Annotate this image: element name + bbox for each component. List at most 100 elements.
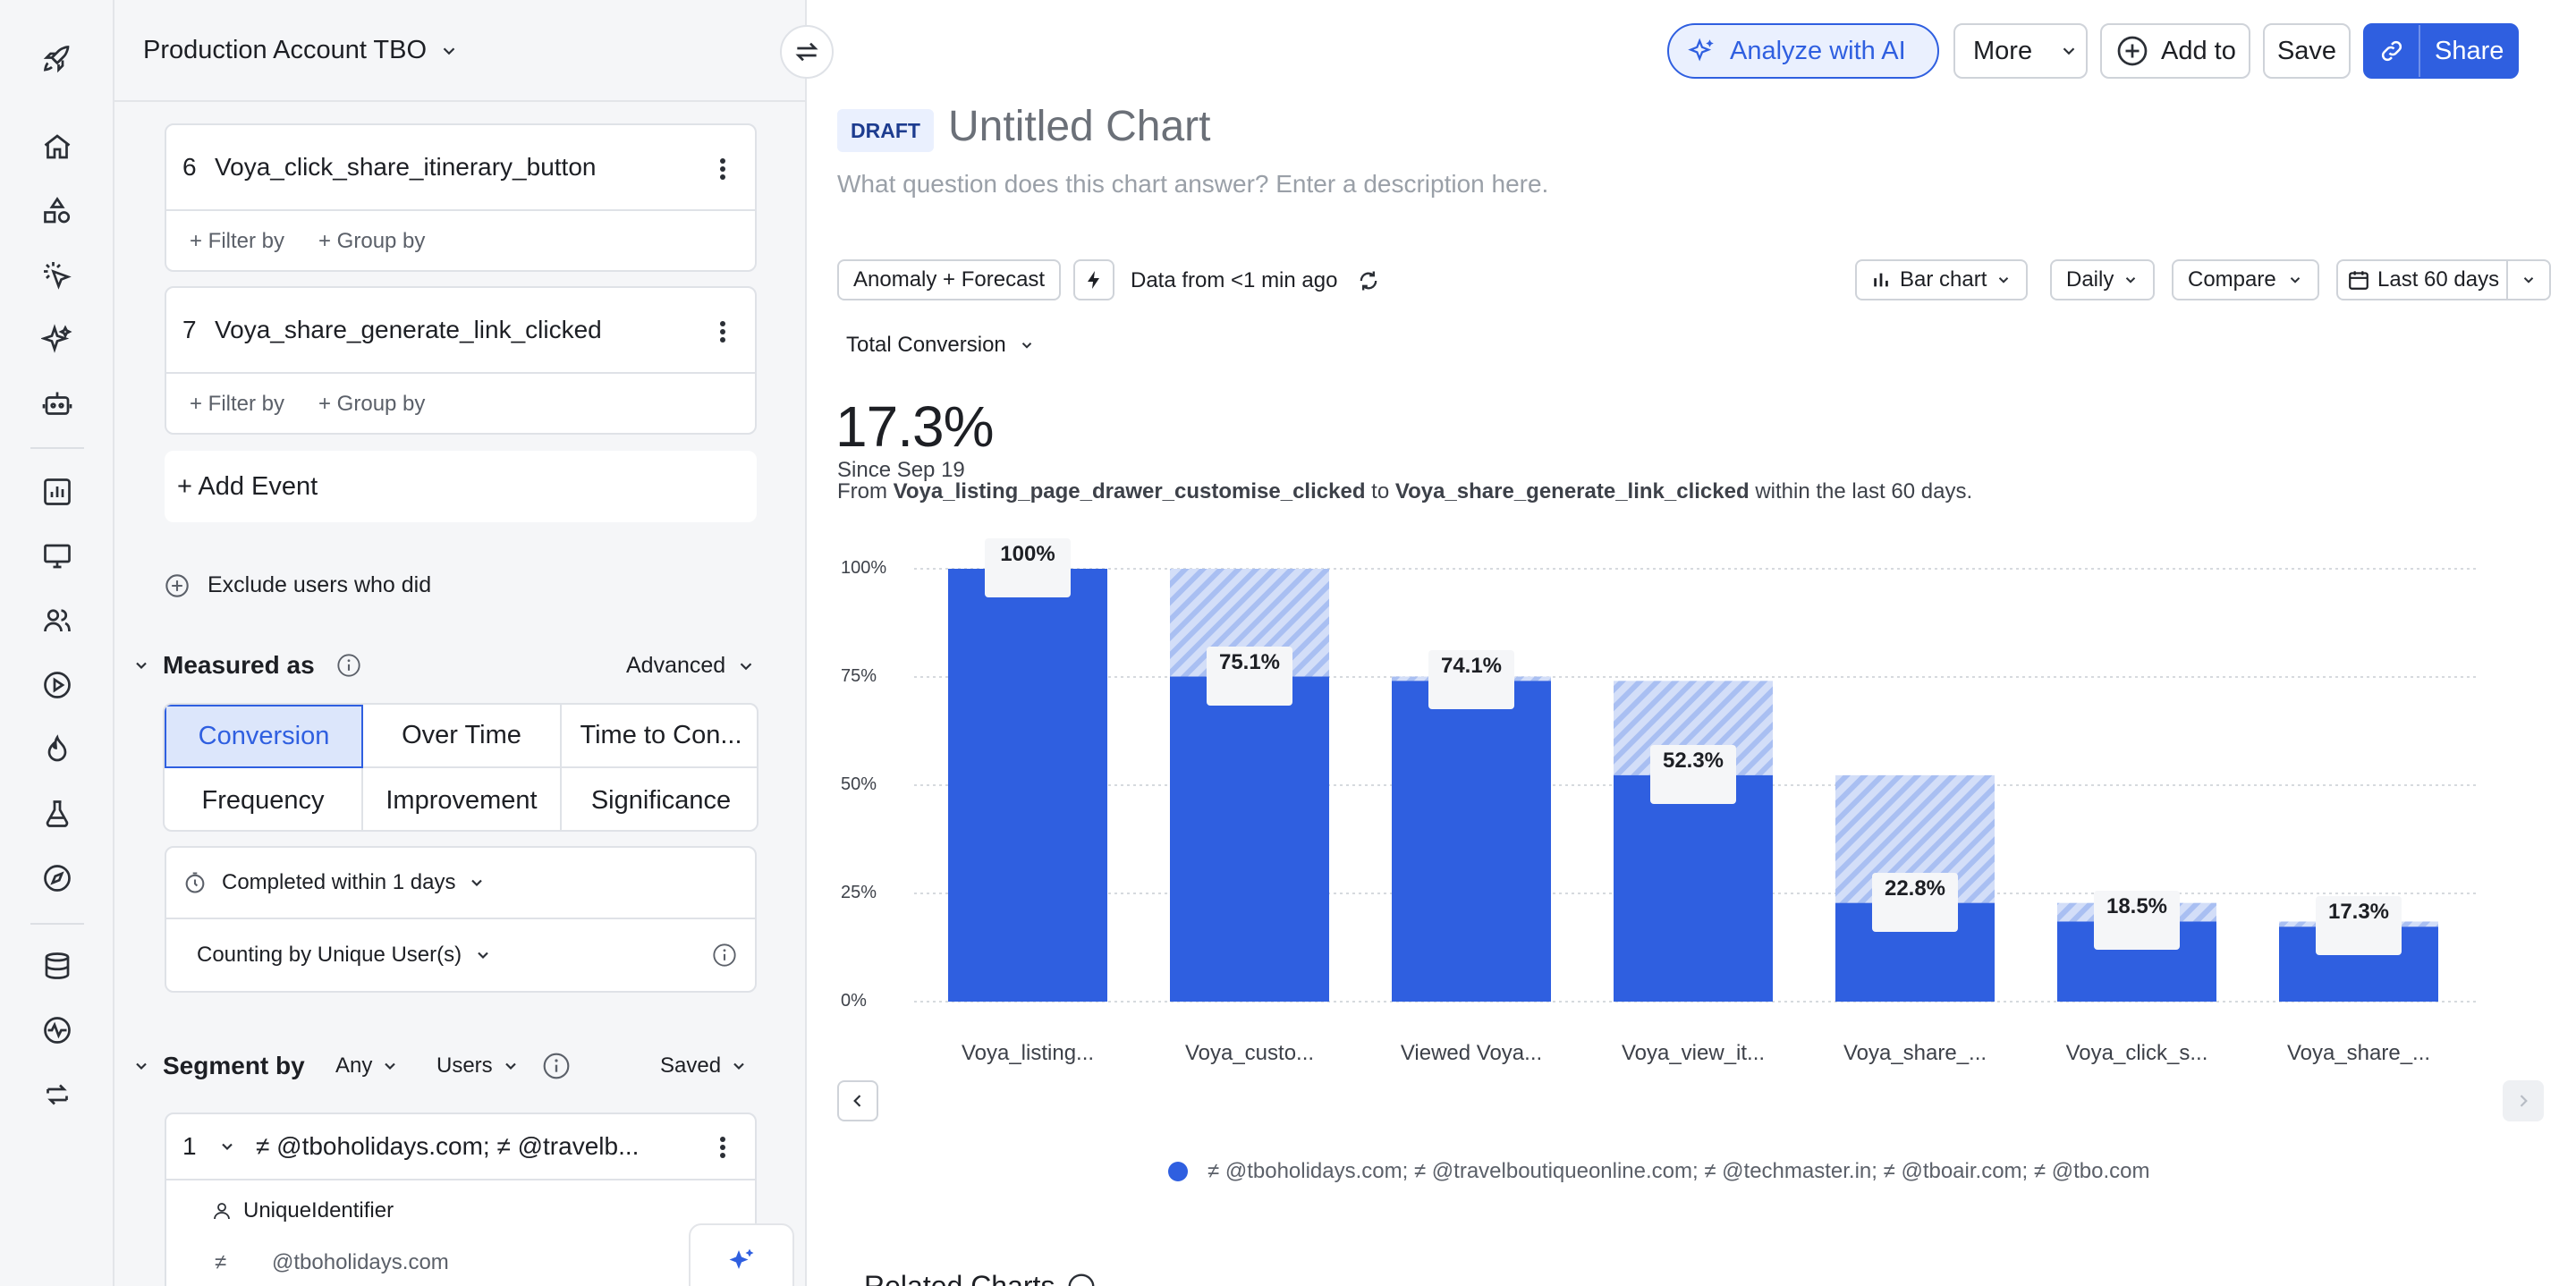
metric-value: 17.3% bbox=[835, 394, 994, 459]
event-row[interactable]: 7 Voya_share_generate_link_clicked bbox=[166, 288, 755, 374]
anomaly-forecast-button[interactable]: Anomaly + Forecast bbox=[837, 259, 1062, 300]
advanced-dropdown[interactable]: Advanced bbox=[626, 653, 756, 679]
play-circle-icon[interactable] bbox=[39, 667, 75, 703]
flame-icon[interactable] bbox=[39, 732, 75, 767]
conversion-bar[interactable] bbox=[948, 569, 1107, 1002]
info-icon[interactable] bbox=[336, 653, 361, 678]
exclude-users-button[interactable]: Exclude users who did bbox=[165, 572, 431, 598]
measure-option-improvement[interactable]: Improvement bbox=[363, 768, 562, 830]
segment-saved-dropdown[interactable]: Saved bbox=[660, 1053, 748, 1079]
segment-section-header[interactable]: Segment by bbox=[132, 1052, 305, 1080]
lightning-button[interactable] bbox=[1073, 259, 1114, 300]
date-range-dropdown[interactable]: Last 60 days bbox=[2336, 259, 2551, 300]
segment-title: Segment by bbox=[163, 1052, 305, 1079]
chevron-down-icon[interactable] bbox=[218, 1138, 236, 1155]
chart-next-button[interactable] bbox=[2503, 1080, 2544, 1121]
measure-option-time-to-convert[interactable]: Time to Con... bbox=[562, 705, 757, 768]
segment-any-dropdown[interactable]: Any bbox=[335, 1053, 399, 1079]
dropoff-bar[interactable] bbox=[1614, 681, 1773, 775]
event-row[interactable]: 6 Voya_click_share_itinerary_button bbox=[166, 125, 755, 211]
measure-option-over-time[interactable]: Over Time bbox=[363, 705, 562, 768]
robot-icon[interactable] bbox=[39, 386, 75, 422]
filter-by-link[interactable]: + Filter by bbox=[190, 229, 285, 253]
counting-by-dropdown[interactable]: Counting by Unique User(s) bbox=[166, 919, 755, 991]
chart-area: Analyze with AI More Add to Save Share D… bbox=[807, 0, 2576, 1286]
home-icon[interactable] bbox=[39, 129, 75, 165]
workspace-selector[interactable]: Production Account TBO bbox=[143, 36, 459, 65]
conversion-bar[interactable] bbox=[1835, 902, 1995, 1002]
more-dropdown[interactable]: More bbox=[1953, 23, 2088, 79]
conversion-bar[interactable] bbox=[2057, 921, 2216, 1002]
measure-option-conversion[interactable]: Conversion bbox=[165, 705, 363, 768]
date-range-label: Last 60 days bbox=[2377, 267, 2500, 292]
dropoff-bar[interactable] bbox=[1835, 774, 1995, 903]
data-freshness: Data from <1 min ago bbox=[1131, 268, 1338, 292]
kebab-menu-icon[interactable] bbox=[719, 157, 726, 181]
flask-icon[interactable] bbox=[39, 796, 75, 832]
conversion-bar[interactable] bbox=[1614, 774, 1773, 1002]
segment-operator: ≠ bbox=[215, 1250, 227, 1274]
interval-dropdown[interactable]: Daily bbox=[2050, 259, 2156, 300]
dropoff-bar[interactable] bbox=[1392, 676, 1551, 681]
rocket-icon[interactable] bbox=[39, 41, 75, 77]
dropoff-bar[interactable] bbox=[2279, 921, 2438, 927]
chevron-down-icon bbox=[385, 1062, 396, 1070]
dropoff-bar[interactable] bbox=[1170, 569, 1329, 677]
segment-property[interactable]: UniqueIdentifier bbox=[211, 1198, 394, 1223]
chevron-down-icon bbox=[471, 879, 483, 887]
analyze-ai-button[interactable]: Analyze with AI bbox=[1667, 23, 1939, 79]
refresh-icon[interactable] bbox=[1356, 268, 1381, 293]
help-icon[interactable] bbox=[1067, 1273, 1096, 1286]
info-icon[interactable] bbox=[542, 1052, 571, 1080]
chart-type-dropdown[interactable]: Bar chart bbox=[1855, 259, 2029, 300]
filter-by-link[interactable]: + Filter by bbox=[190, 392, 285, 416]
info-icon[interactable] bbox=[712, 943, 737, 968]
group-by-link[interactable]: + Group by bbox=[318, 229, 426, 253]
swap-panel-button[interactable] bbox=[780, 25, 834, 79]
measure-option-significance[interactable]: Significance bbox=[590, 786, 732, 815]
compass-icon[interactable] bbox=[39, 860, 75, 896]
segment-index: 1 bbox=[182, 1132, 197, 1160]
sparkles-icon[interactable] bbox=[39, 322, 75, 358]
conversion-bar[interactable] bbox=[2279, 926, 2438, 1002]
conversion-bar[interactable] bbox=[1170, 676, 1329, 1002]
conversion-bar[interactable] bbox=[1392, 681, 1551, 1002]
swap-arrows-icon bbox=[795, 42, 818, 62]
save-button[interactable]: Save bbox=[2263, 23, 2351, 79]
metric-since: Since Sep 19 bbox=[837, 458, 965, 482]
segment-label: ≠ @tboholidays.com; ≠ @travelb... bbox=[256, 1132, 640, 1160]
metric-selector[interactable]: Total Conversion bbox=[846, 333, 1035, 358]
kebab-menu-icon[interactable] bbox=[719, 320, 726, 343]
compare-label: Compare bbox=[2188, 267, 2276, 292]
chart-title[interactable]: Untitled Chart bbox=[948, 103, 1211, 150]
add-event-button[interactable]: + Add Event bbox=[165, 451, 757, 522]
segment-users-label: Users bbox=[436, 1053, 493, 1078]
measure-option-frequency[interactable]: Frequency bbox=[165, 768, 363, 830]
chevron-down-icon[interactable] bbox=[2521, 272, 2537, 288]
chart-legend[interactable]: ≠ @tboholidays.com; ≠ @travelboutiqueonl… bbox=[1168, 1159, 2149, 1184]
bar-chart-icon[interactable] bbox=[39, 474, 75, 510]
segment-users-dropdown[interactable]: Users bbox=[436, 1053, 520, 1079]
segment-value[interactable]: @tboholidays.com bbox=[272, 1250, 449, 1274]
cursor-click-icon[interactable] bbox=[39, 258, 75, 293]
share-button[interactable]: Share bbox=[2363, 23, 2519, 79]
shapes-icon[interactable] bbox=[39, 193, 75, 229]
pulse-icon[interactable] bbox=[39, 1012, 75, 1048]
measured-section-header[interactable]: Measured as bbox=[132, 651, 361, 680]
metric-selector-label: Total Conversion bbox=[846, 333, 1006, 357]
monitor-icon[interactable] bbox=[39, 538, 75, 574]
segment-row[interactable]: 1 ≠ @tboholidays.com; ≠ @travelb... bbox=[166, 1114, 755, 1180]
add-to-button[interactable]: Add to bbox=[2100, 23, 2250, 79]
kebab-menu-icon[interactable] bbox=[719, 1136, 726, 1159]
completed-within-dropdown[interactable]: Completed within 1 days bbox=[166, 848, 755, 919]
database-icon[interactable] bbox=[39, 948, 75, 984]
compare-dropdown[interactable]: Compare bbox=[2172, 259, 2319, 300]
sync-icon[interactable] bbox=[39, 1077, 75, 1113]
group-by-link[interactable]: + Group by bbox=[318, 392, 426, 416]
chart-prev-button[interactable] bbox=[837, 1080, 878, 1121]
chart-description-input[interactable]: What question does this chart answer? En… bbox=[837, 170, 1549, 198]
users-icon[interactable] bbox=[39, 603, 75, 639]
ai-assist-button[interactable] bbox=[689, 1223, 794, 1286]
event-name: Voya_share_generate_link_clicked bbox=[215, 316, 602, 343]
dropoff-bar[interactable] bbox=[2057, 902, 2216, 922]
